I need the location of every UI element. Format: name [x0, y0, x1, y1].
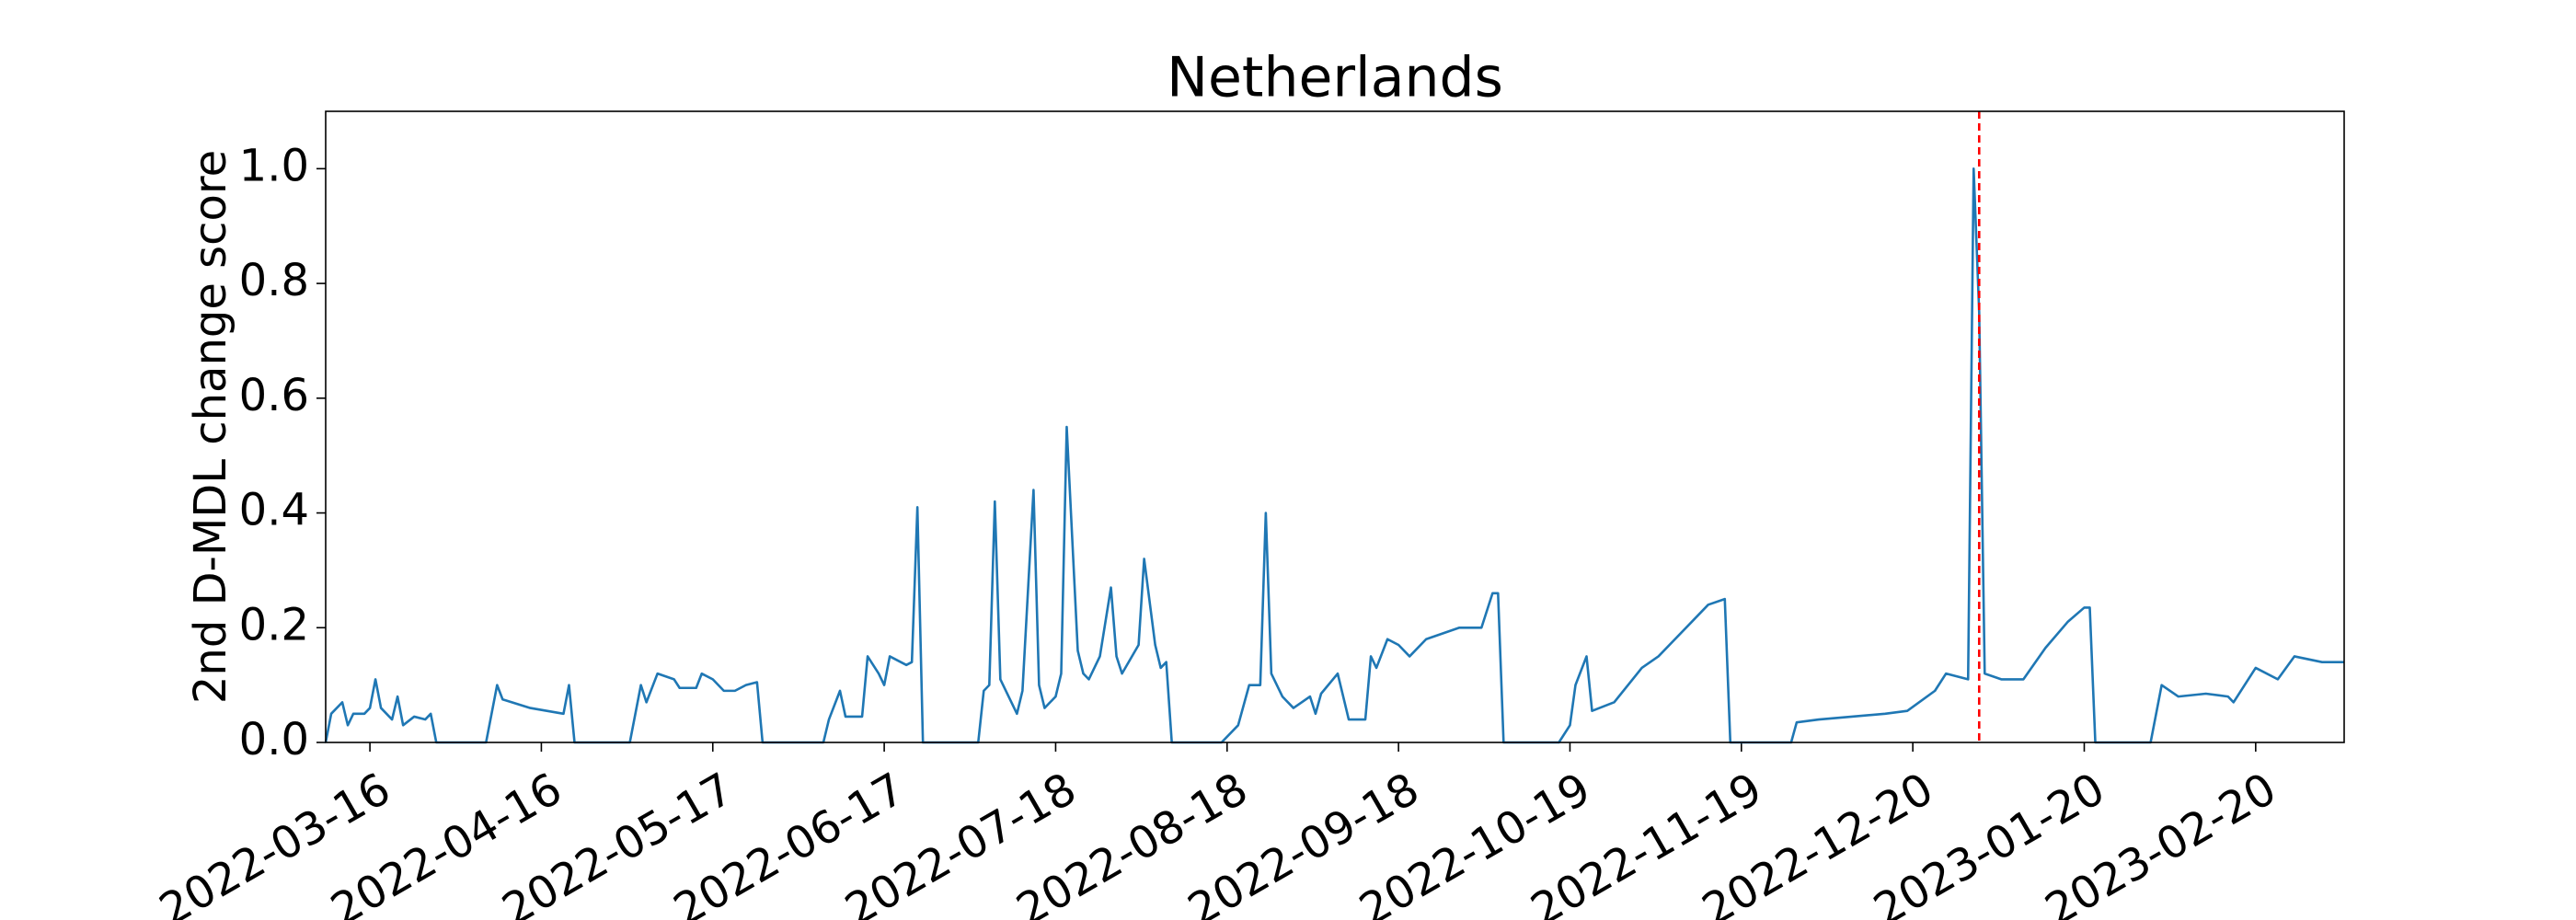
y-tick-label: 0.0	[239, 714, 309, 765]
y-tick-label: 1.0	[239, 140, 309, 191]
y-tick-label: 0.6	[239, 370, 309, 421]
chart-title: Netherlands	[1167, 46, 1503, 110]
y-tick-label: 0.4	[239, 485, 309, 536]
y-tick-label: 0.8	[239, 255, 309, 306]
y-tick-label: 0.2	[239, 599, 309, 650]
plot-frame	[325, 110, 2345, 743]
data-line	[324, 167, 2344, 744]
y-axis-label: 2nd D-MDL change score	[185, 150, 236, 704]
